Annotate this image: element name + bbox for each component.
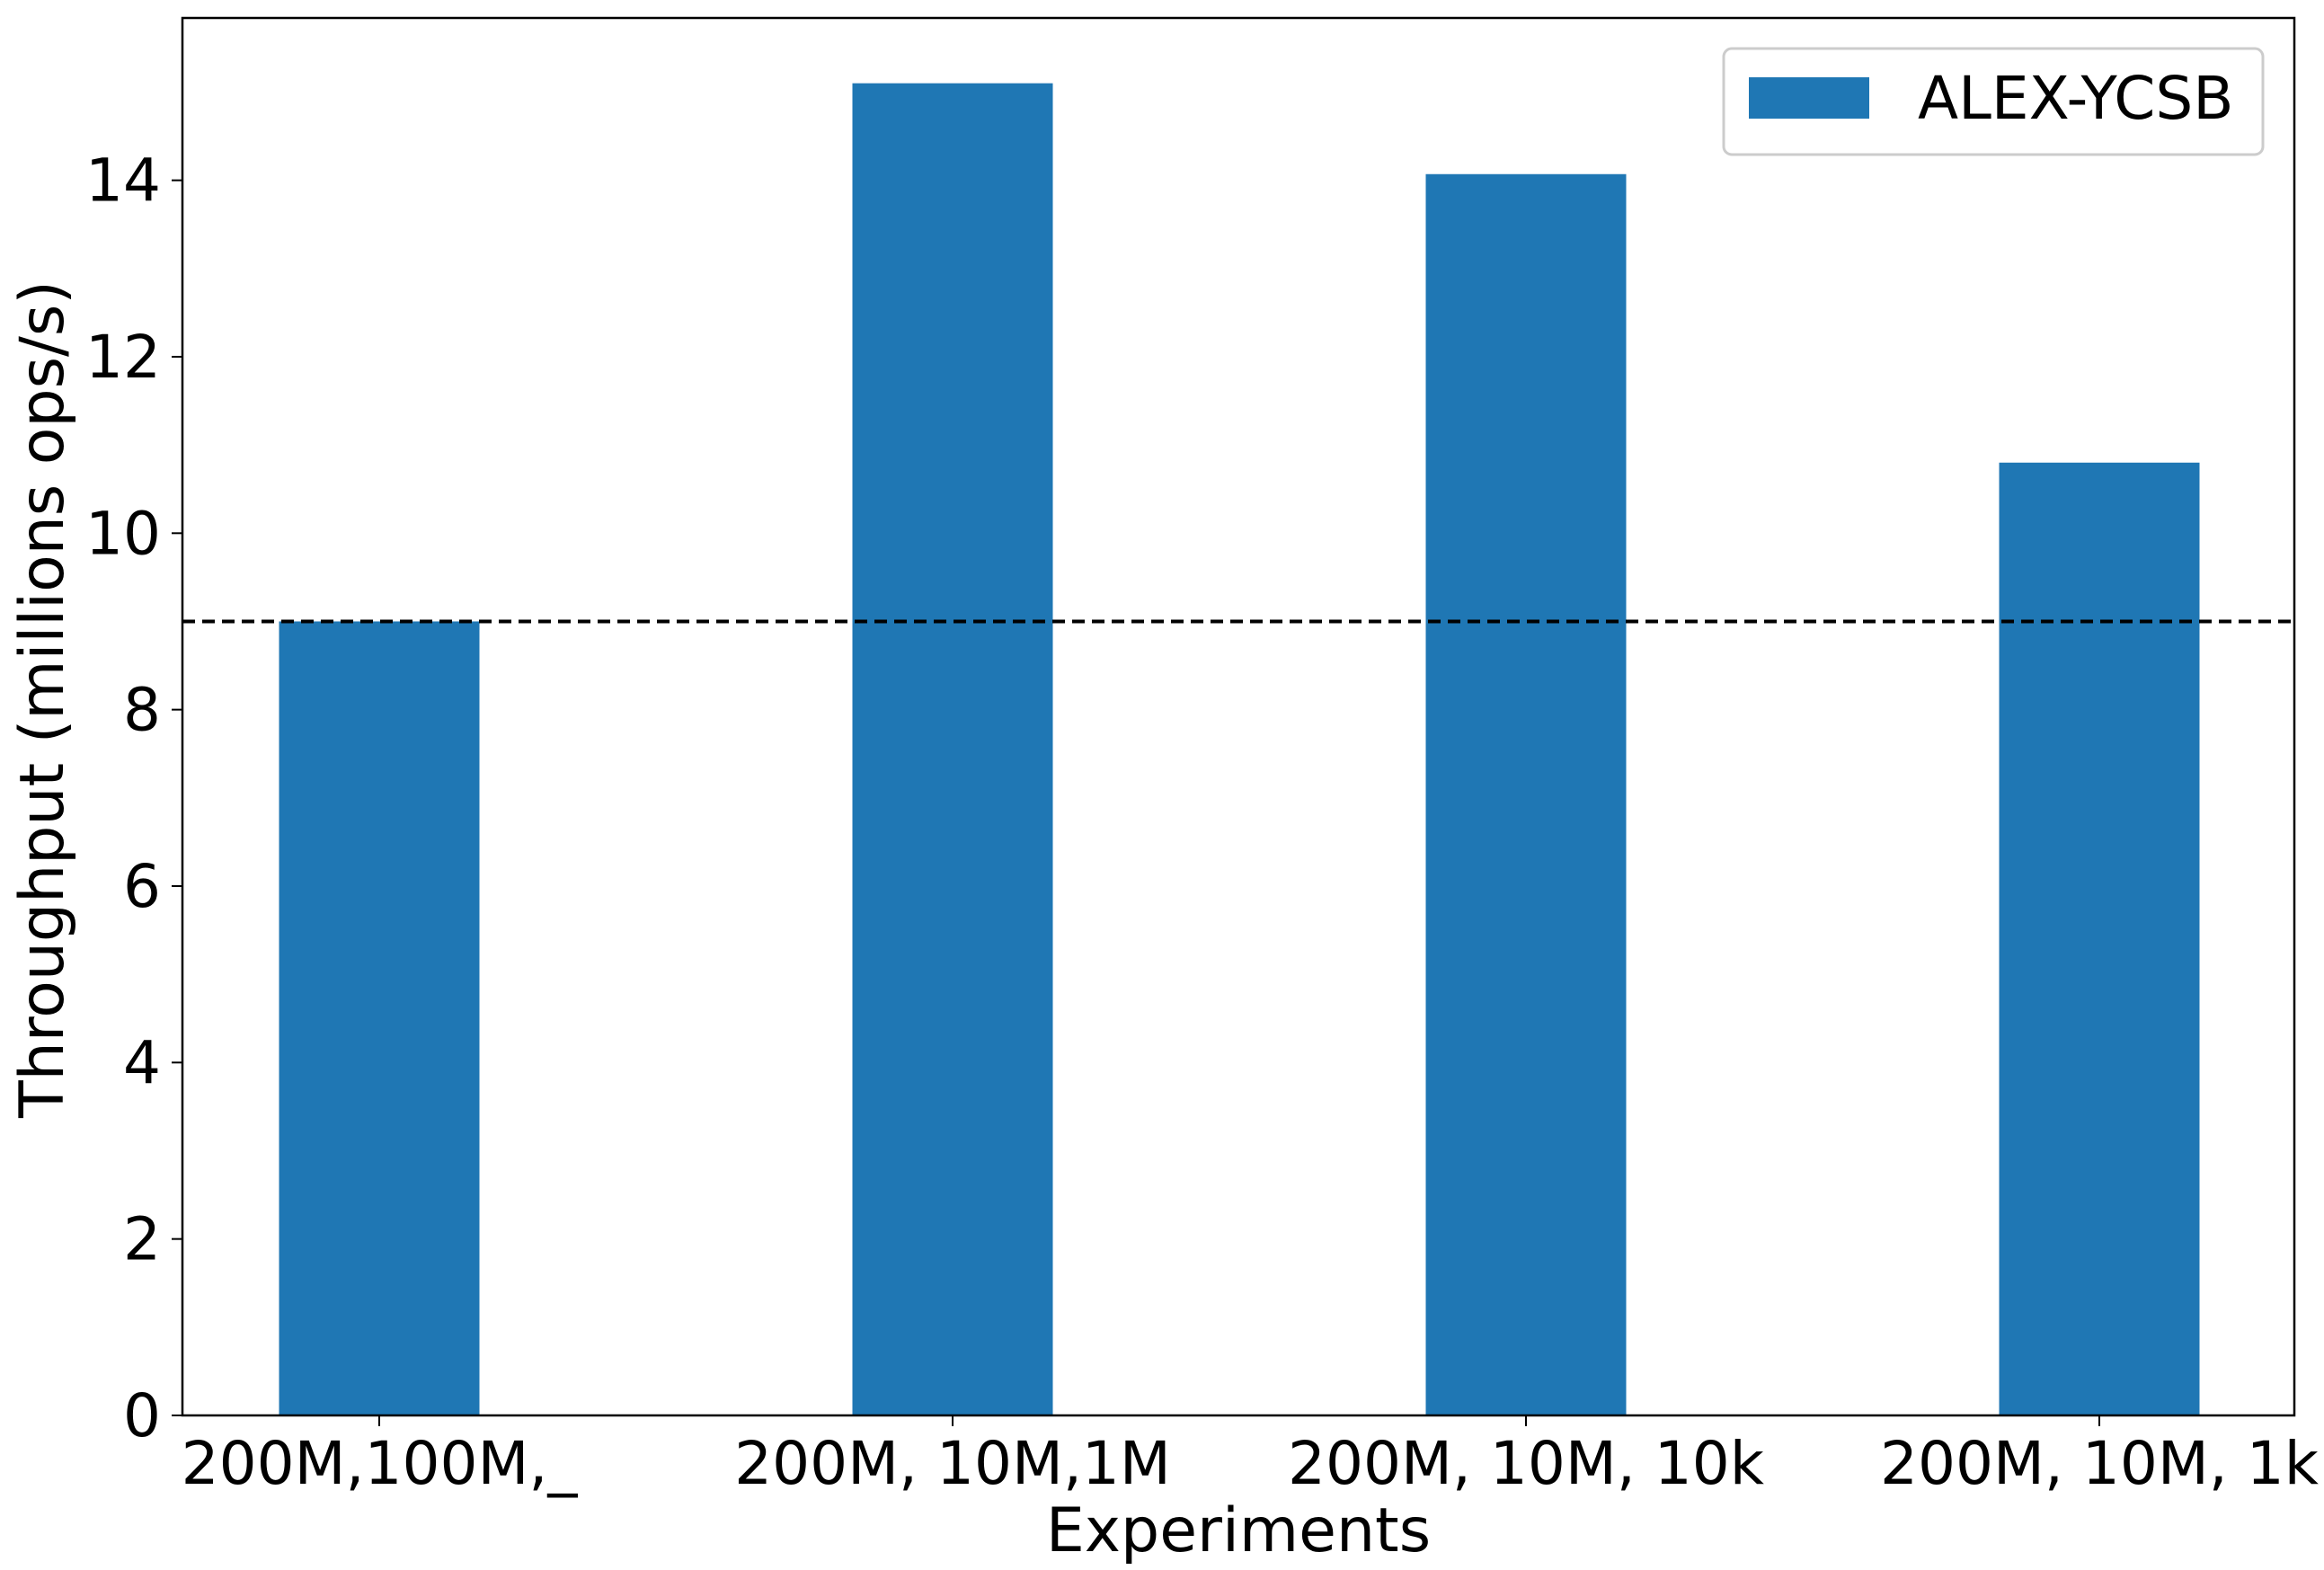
legend-label: ALEX-YCSB — [1918, 64, 2234, 133]
y-tick-label: 12 — [85, 323, 161, 392]
legend: ALEX-YCSB — [1722, 47, 2265, 156]
x-tick-label: 200M, 10M, 1k — [1880, 1429, 2320, 1498]
y-tick-label: 14 — [85, 146, 161, 216]
bar-2 — [852, 83, 1053, 1415]
ticks-layer: 200M,100M,_ 200M, 10M,1M 200M, 10M, 10k 200… — [85, 146, 2320, 1498]
y-tick-label: 0 — [123, 1381, 161, 1450]
y-tick-label: 8 — [123, 676, 161, 745]
x-axis-title: Experiments — [1046, 1495, 1431, 1566]
y-tick-label: 6 — [123, 852, 161, 921]
plot-frame — [181, 16, 2296, 1417]
x-tick-label: 200M,100M,_ — [182, 1429, 579, 1498]
bar-4 — [1999, 462, 2200, 1415]
bar-3 — [1425, 173, 1627, 1415]
bars-layer — [279, 83, 2200, 1415]
axes-layer — [181, 16, 2296, 1417]
y-tick-label: 2 — [123, 1205, 161, 1274]
y-axis-title: Throughput (millions ops/s) — [7, 280, 78, 1119]
legend-frame — [1722, 47, 2265, 156]
x-tick-label: 200M, 10M, 10k — [1288, 1429, 1765, 1498]
x-tick-label: 200M, 10M,1M — [734, 1429, 1171, 1498]
y-tick-label: 4 — [123, 1028, 161, 1097]
y-tick-label: 10 — [85, 499, 161, 568]
bar-1 — [279, 621, 480, 1415]
legend-swatch — [1749, 77, 1869, 119]
